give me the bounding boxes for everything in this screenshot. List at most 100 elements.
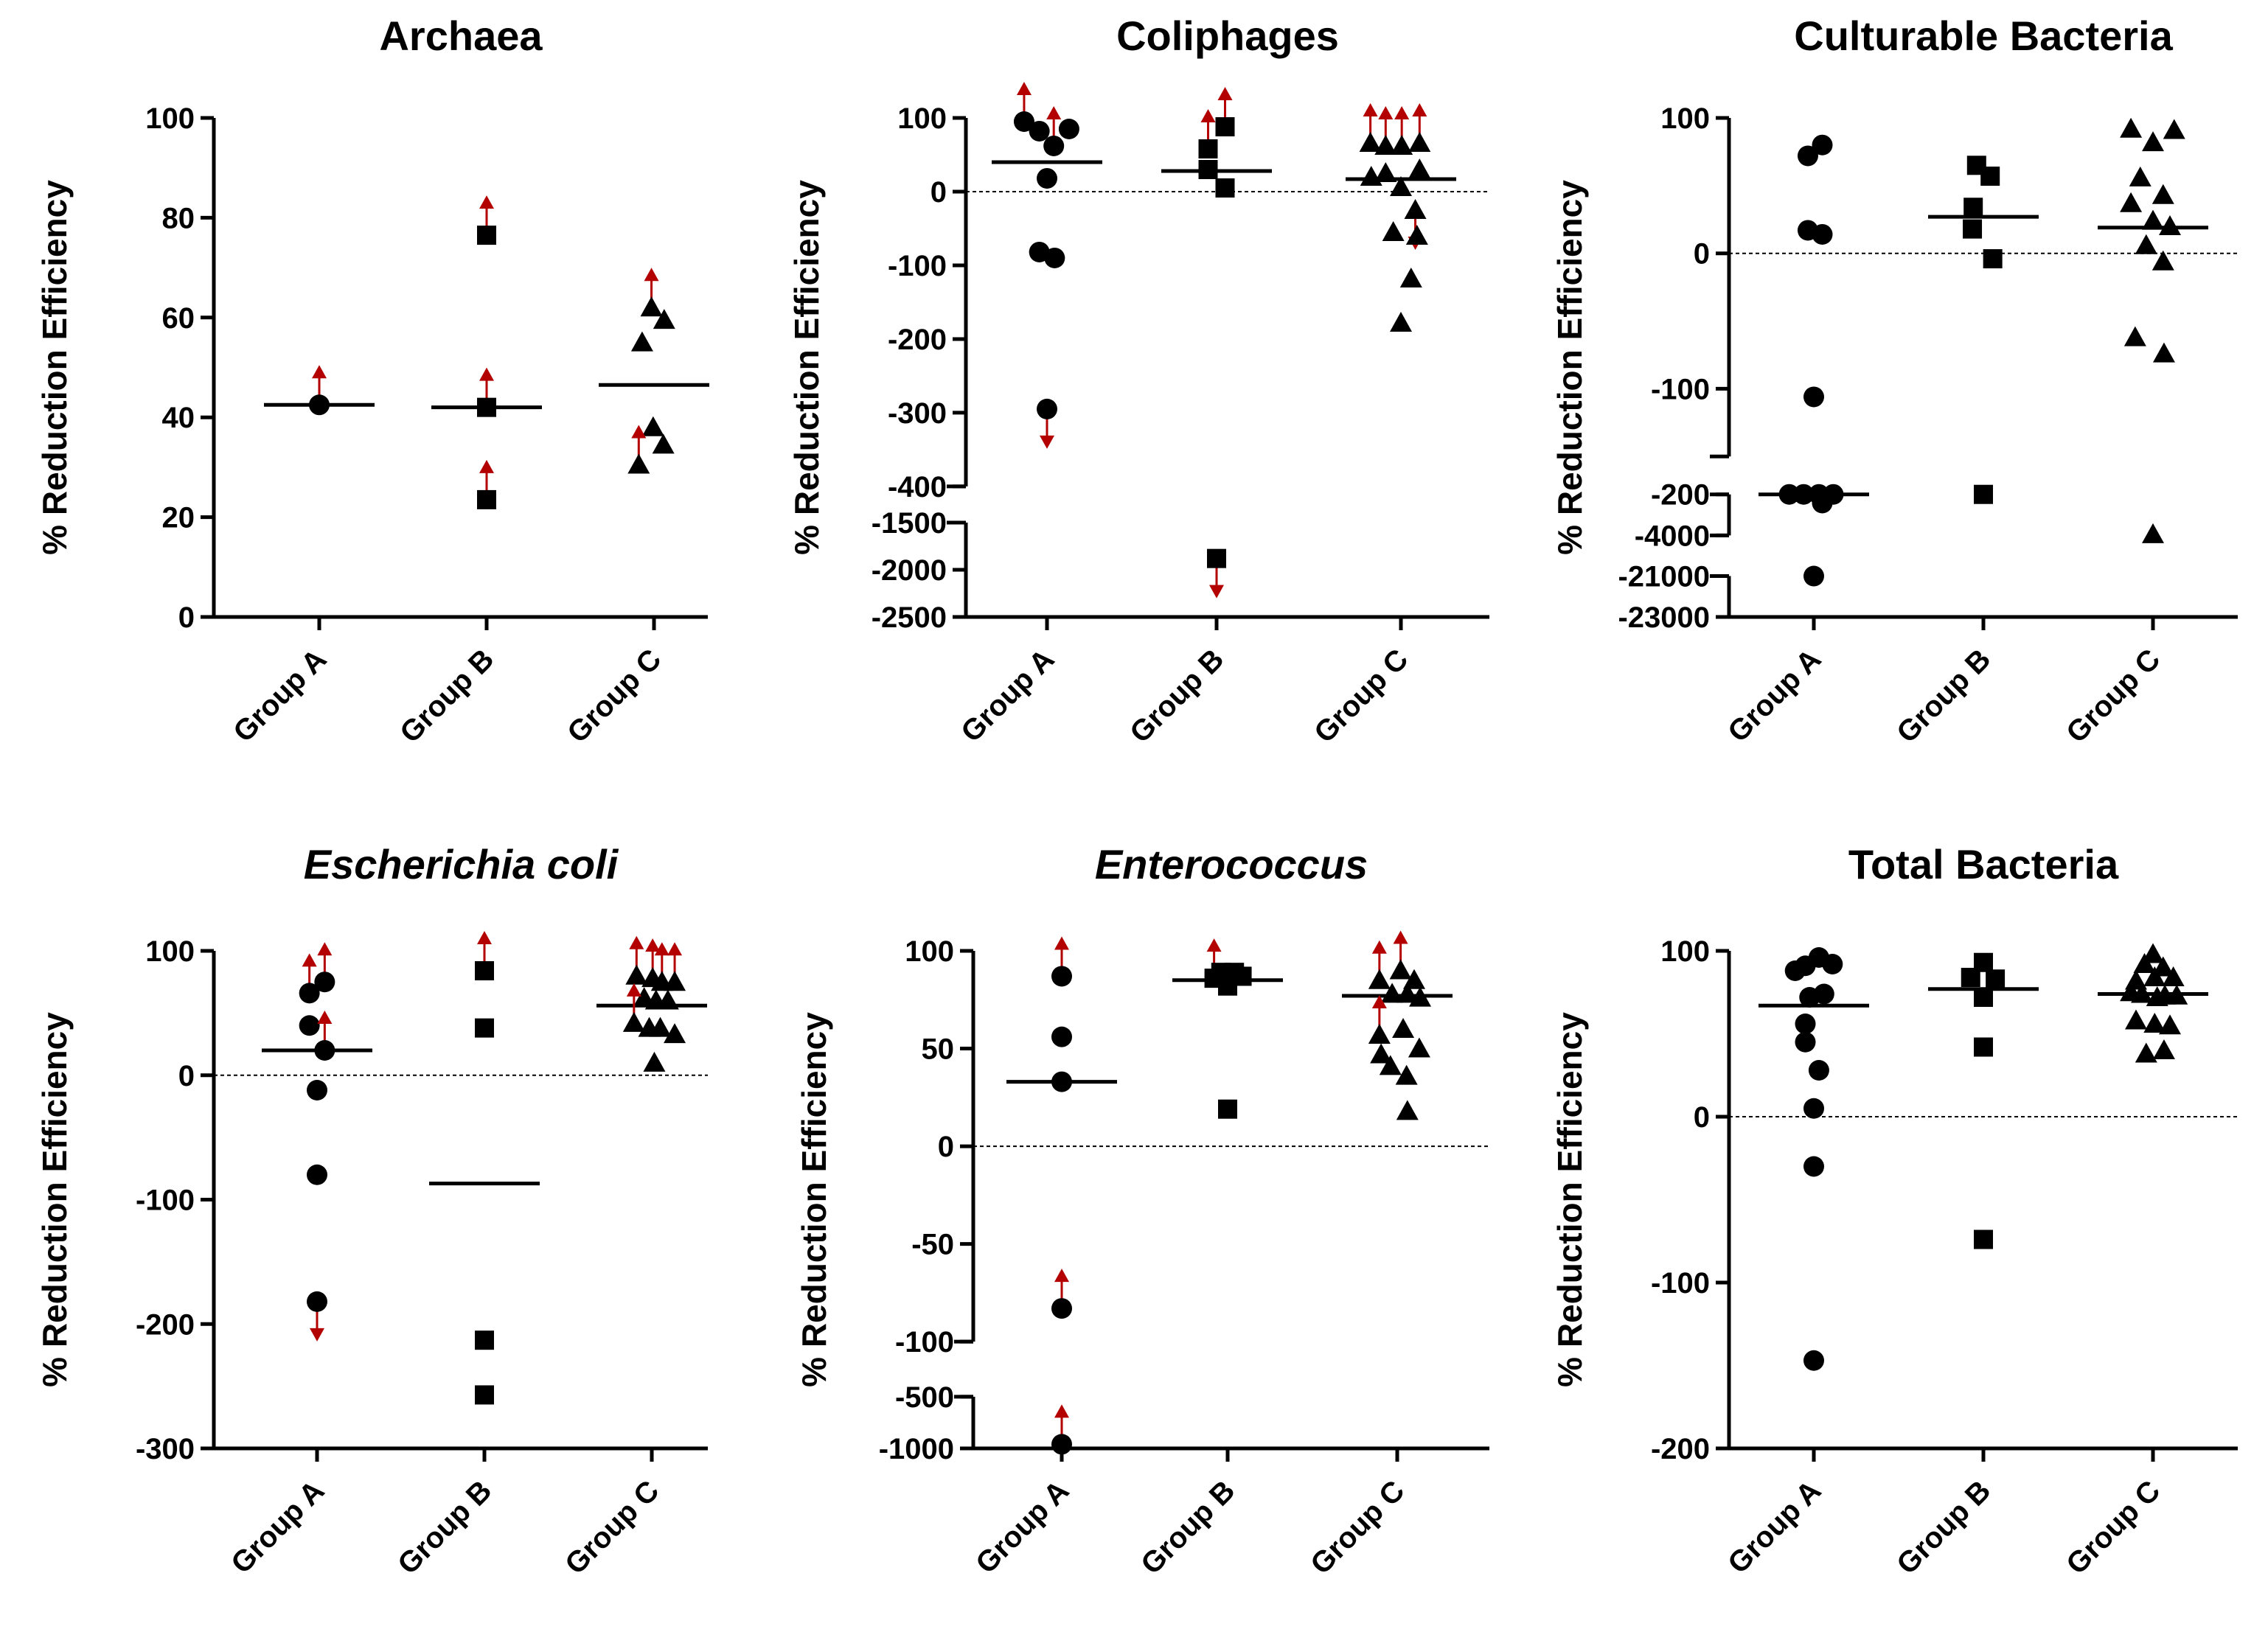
data-point-triangle bbox=[1390, 175, 1412, 196]
x-category-label: Group B bbox=[394, 643, 500, 749]
data-point-triangle bbox=[1374, 134, 1397, 155]
panel-coliphages: Coliphages % Reduction Efficiency 100 0 -100… bbox=[787, 13, 1489, 749]
data-point-triangle bbox=[1403, 969, 1425, 989]
data-point-triangle bbox=[2143, 966, 2166, 986]
y-tick-label: -2000 bbox=[872, 554, 947, 587]
data-point-triangle bbox=[2135, 234, 2157, 254]
data-point-triangle bbox=[2123, 326, 2146, 346]
data-point-square bbox=[1198, 159, 1218, 179]
data-point-triangle bbox=[653, 309, 675, 329]
data-point-circle bbox=[1795, 1031, 1816, 1053]
x-category-label: Group C bbox=[2060, 1474, 2166, 1580]
panel-culturable-bacteria: Culturable Bacteria % Reduction Efficienc… bbox=[1551, 13, 2238, 749]
series-group-a bbox=[1006, 936, 1117, 1455]
x-category-label: Group B bbox=[1890, 643, 1997, 749]
data-point-circle bbox=[309, 394, 330, 416]
data-point-triangle bbox=[2166, 984, 2188, 1005]
y-tick-label: -21000 bbox=[1618, 561, 1710, 593]
data-point-triangle bbox=[2162, 966, 2185, 986]
panel-archaea: Archaea % Reduction Efficiency 0 20 40 60 80 10… bbox=[35, 13, 709, 749]
data-point-triangle bbox=[2135, 1042, 2157, 1063]
x-category-label: Group C bbox=[1308, 643, 1414, 749]
y-tick-label: 100 bbox=[145, 102, 195, 135]
data-point-square bbox=[1963, 219, 1983, 239]
data-point-triangle bbox=[2142, 209, 2164, 230]
x-category-label: Group A bbox=[227, 643, 333, 748]
data-point-triangle bbox=[1389, 959, 1412, 980]
data-point-triangle bbox=[1395, 1064, 1418, 1085]
data-point-circle bbox=[1797, 145, 1818, 167]
data-point-square bbox=[1198, 139, 1218, 158]
y-tick-label: 0 bbox=[930, 176, 947, 209]
panel-title: Escherichia coli bbox=[304, 841, 619, 887]
x-category-label: Group C bbox=[2060, 643, 2166, 749]
y-tick-label: -400 bbox=[888, 471, 947, 503]
data-point-triangle bbox=[641, 416, 664, 436]
data-point-circle bbox=[1037, 167, 1057, 189]
data-point-triangle bbox=[1409, 986, 1432, 1007]
series-group-a bbox=[1759, 947, 1869, 1371]
y-tick-label: 100 bbox=[905, 935, 954, 968]
x-category-label: Group C bbox=[1304, 1474, 1410, 1580]
y-tick-label: -50 bbox=[911, 1229, 954, 1261]
data-point-triangle bbox=[649, 1016, 672, 1037]
y-tick-label: 0 bbox=[1694, 238, 1710, 271]
y-tick-label: -200 bbox=[136, 1308, 195, 1341]
series-group-c bbox=[2098, 117, 2208, 543]
y-tick-label: 0 bbox=[178, 1060, 195, 1092]
data-point-triangle bbox=[627, 453, 650, 474]
x-category-label: Group B bbox=[392, 1474, 498, 1580]
y-tick-label: 100 bbox=[145, 935, 195, 968]
data-point-triangle bbox=[1381, 983, 1404, 1003]
y-tick-label: -500 bbox=[895, 1381, 954, 1414]
series-group-c bbox=[1342, 930, 1453, 1120]
data-point-triangle bbox=[2152, 184, 2174, 204]
data-point-circle bbox=[307, 1164, 327, 1185]
data-point-triangle bbox=[1390, 311, 1412, 332]
x-category-label: Group A bbox=[1722, 643, 1827, 748]
data-point-triangle bbox=[640, 296, 663, 317]
data-point-circle bbox=[1803, 565, 1824, 587]
y-tick-label: 100 bbox=[1660, 935, 1710, 968]
data-point-square bbox=[475, 1018, 494, 1038]
data-point-circle bbox=[1803, 1156, 1824, 1177]
x-category-label: Group B bbox=[1124, 643, 1230, 749]
series-group-b bbox=[1172, 938, 1283, 1119]
data-point-triangle bbox=[652, 433, 675, 454]
x-category-label: Group B bbox=[1135, 1474, 1241, 1580]
y-tick-label: -200 bbox=[1651, 1433, 1710, 1465]
data-point-triangle bbox=[622, 1011, 645, 1032]
y-tick-label: -300 bbox=[136, 1433, 195, 1465]
series-group-b bbox=[1161, 86, 1272, 599]
data-point-triangle bbox=[2152, 1039, 2175, 1059]
y-tick-label: 0 bbox=[938, 1131, 954, 1163]
series-group-b bbox=[431, 195, 542, 509]
y-tick-label: -100 bbox=[1651, 373, 1710, 405]
x-category-label: Group B bbox=[1890, 1474, 1997, 1580]
y-axis-label: % Reduction Efficiency bbox=[35, 180, 74, 555]
data-point-triangle bbox=[1382, 220, 1405, 241]
data-point-square bbox=[1232, 966, 1252, 986]
y-axis-label: % Reduction Efficiency bbox=[1551, 1012, 1589, 1387]
data-point-circle bbox=[1812, 492, 1833, 514]
data-point-circle bbox=[1058, 118, 1079, 139]
data-point-triangle bbox=[2120, 192, 2143, 212]
data-point-circle bbox=[314, 1040, 335, 1061]
data-point-triangle bbox=[1392, 1018, 1415, 1039]
data-point-circle bbox=[1051, 1434, 1072, 1455]
data-point-circle bbox=[1051, 1071, 1072, 1092]
data-point-square bbox=[1963, 198, 1983, 217]
data-point-triangle bbox=[2125, 1009, 2147, 1030]
data-point-triangle bbox=[2142, 943, 2164, 963]
data-point-circle bbox=[1803, 1350, 1824, 1371]
data-point-triangle bbox=[664, 971, 686, 991]
data-point-square bbox=[1215, 178, 1235, 198]
series-group-a bbox=[264, 365, 375, 416]
data-point-triangle bbox=[1370, 1043, 1393, 1064]
data-point-triangle bbox=[1396, 983, 1419, 1003]
data-point-circle bbox=[1799, 987, 1820, 1008]
y-tick-label: -23000 bbox=[1618, 601, 1710, 634]
data-point-triangle bbox=[1404, 198, 1427, 219]
data-point-triangle bbox=[2152, 956, 2174, 977]
data-point-square bbox=[1974, 1229, 1993, 1249]
